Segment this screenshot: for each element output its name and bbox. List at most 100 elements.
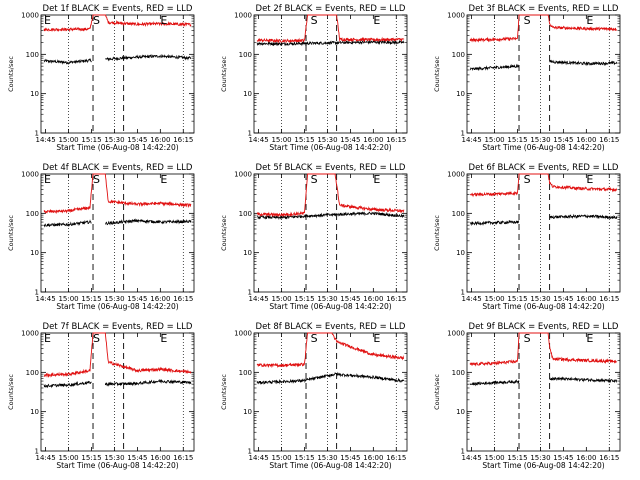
- y-tick-label: 100: [26, 51, 39, 59]
- x-axis-label: Start Time (06-Aug-08 14:42:20): [56, 143, 178, 152]
- panel-title: Det 3f BLACK = Events, RED = LLD: [469, 4, 619, 14]
- y-tick-label: 10: [30, 408, 39, 416]
- x-tick-label: 14:45: [461, 295, 481, 303]
- y-tick-label: 1000: [234, 171, 252, 179]
- plot-frame: [40, 332, 195, 452]
- x-tick-label: 14:45: [461, 454, 481, 462]
- y-tick-label: 100: [239, 369, 252, 377]
- x-tick-label: 15:45: [340, 136, 360, 144]
- y-axis-label: Counts/sec: [433, 374, 441, 410]
- x-tick-label: 15:00: [484, 295, 504, 303]
- x-tick-label: 15:15: [294, 295, 314, 303]
- x-tick-label: 16:15: [386, 295, 406, 303]
- plot-frame: [40, 14, 195, 134]
- plot-frame: [466, 332, 621, 452]
- x-tick-label: 14:45: [35, 454, 55, 462]
- x-tick-label: 14:45: [35, 136, 55, 144]
- series-lld-line: [256, 332, 405, 369]
- x-tick-label: 16:00: [150, 295, 170, 303]
- series-lld-line: [469, 14, 618, 43]
- x-axis-label: Start Time (06-Aug-08 14:42:20): [482, 143, 604, 152]
- panel-title: Det 2f BLACK = Events, RED = LLD: [256, 4, 406, 14]
- y-tick-label: 100: [26, 210, 39, 218]
- panel-title: Det 1f BLACK = Events, RED = LLD: [43, 4, 193, 14]
- marker-label-e: E: [44, 14, 51, 27]
- y-tick-label: 1000: [447, 12, 465, 20]
- x-tick-label: 15:00: [58, 136, 78, 144]
- x-tick-label: 16:15: [173, 136, 193, 144]
- marker-label-s: S: [524, 14, 531, 27]
- x-tick-label: 14:45: [248, 295, 268, 303]
- series-events-line: [256, 39, 405, 47]
- x-tick-label: 15:30: [530, 295, 550, 303]
- x-axis-label: Start Time (06-Aug-08 14:42:20): [482, 461, 604, 470]
- y-tick-label: 1000: [21, 171, 39, 179]
- x-tick-label: 16:00: [363, 136, 383, 144]
- x-tick-label: 15:45: [340, 454, 360, 462]
- y-tick-label: 1: [35, 448, 39, 456]
- y-tick-label: 1000: [21, 12, 39, 20]
- panel-det-9: Det 9f BLACK = Events, RED = LLD 1 10 100 10…: [433, 322, 621, 470]
- panel-det-8: Det 8f BLACK = Events, RED = LLD 1 10 100 10…: [220, 322, 408, 470]
- marker-label-e: E: [44, 332, 51, 345]
- marker-label-s: S: [311, 332, 318, 345]
- x-tick-label: 14:45: [461, 136, 481, 144]
- panel-det-6: Det 6f BLACK = Events, RED = LLD 1 10 100 10…: [433, 163, 621, 311]
- y-axis-label: Counts/sec: [7, 215, 15, 251]
- y-tick-label: 1000: [234, 12, 252, 20]
- x-tick-label: 15:00: [271, 136, 291, 144]
- panel-det-5: Det 5f BLACK = Events, RED = LLD 1 10 100 10…: [220, 163, 408, 311]
- x-tick-label: 15:30: [317, 295, 337, 303]
- x-tick-label: 16:00: [576, 136, 596, 144]
- marker-label-e: E: [586, 173, 593, 186]
- x-tick-label: 16:15: [386, 454, 406, 462]
- x-tick-label: 15:45: [340, 295, 360, 303]
- x-tick-label: 16:00: [363, 454, 383, 462]
- marker-label-s: S: [524, 332, 531, 345]
- x-axis-label: Start Time (06-Aug-08 14:42:20): [56, 461, 178, 470]
- plot-frame: [253, 14, 408, 134]
- y-axis-label: Counts/sec: [220, 56, 228, 92]
- x-tick-label: 15:15: [81, 295, 101, 303]
- y-axis-label: Counts/sec: [220, 215, 228, 251]
- series-events-line: [469, 376, 618, 387]
- x-tick-label: 15:30: [317, 454, 337, 462]
- x-tick-label: 15:00: [271, 454, 291, 462]
- y-tick-label: 10: [30, 90, 39, 98]
- x-tick-label: 16:15: [599, 295, 619, 303]
- y-tick-label: 100: [452, 51, 465, 59]
- x-tick-label: 15:15: [81, 136, 101, 144]
- x-tick-label: 14:45: [248, 136, 268, 144]
- y-tick-label: 10: [243, 408, 252, 416]
- panel-title: Det 8f BLACK = Events, RED = LLD: [256, 322, 406, 332]
- y-tick-label: 100: [452, 210, 465, 218]
- series-lld-line: [43, 14, 192, 33]
- x-tick-label: 16:15: [599, 454, 619, 462]
- series-lld-line: [256, 14, 405, 44]
- marker-label-s: S: [93, 173, 100, 186]
- x-tick-label: 16:15: [386, 136, 406, 144]
- y-tick-label: 1: [35, 289, 39, 297]
- panel-det-7: Det 7f BLACK = Events, RED = LLD 1 10 100 10…: [7, 322, 195, 470]
- x-tick-label: 16:15: [599, 136, 619, 144]
- x-tick-label: 15:45: [553, 454, 573, 462]
- x-tick-label: 15:30: [530, 454, 550, 462]
- y-tick-label: 1: [461, 130, 465, 138]
- y-axis-label: Counts/sec: [7, 56, 15, 92]
- x-tick-label: 15:30: [104, 136, 124, 144]
- plot-frame: [466, 14, 621, 134]
- marker-label-e: E: [373, 14, 380, 27]
- y-axis-label: Counts/sec: [7, 374, 15, 410]
- x-tick-label: 15:00: [58, 454, 78, 462]
- y-tick-label: 10: [30, 249, 39, 257]
- plot-frame: [253, 173, 408, 293]
- series-lld-line: [43, 332, 192, 378]
- y-tick-label: 100: [26, 369, 39, 377]
- x-tick-label: 15:00: [58, 295, 78, 303]
- x-tick-label: 15:15: [507, 295, 527, 303]
- y-tick-label: 10: [456, 249, 465, 257]
- x-tick-label: 15:45: [553, 136, 573, 144]
- series-events-line: [256, 371, 405, 385]
- marker-label-e: E: [373, 173, 380, 186]
